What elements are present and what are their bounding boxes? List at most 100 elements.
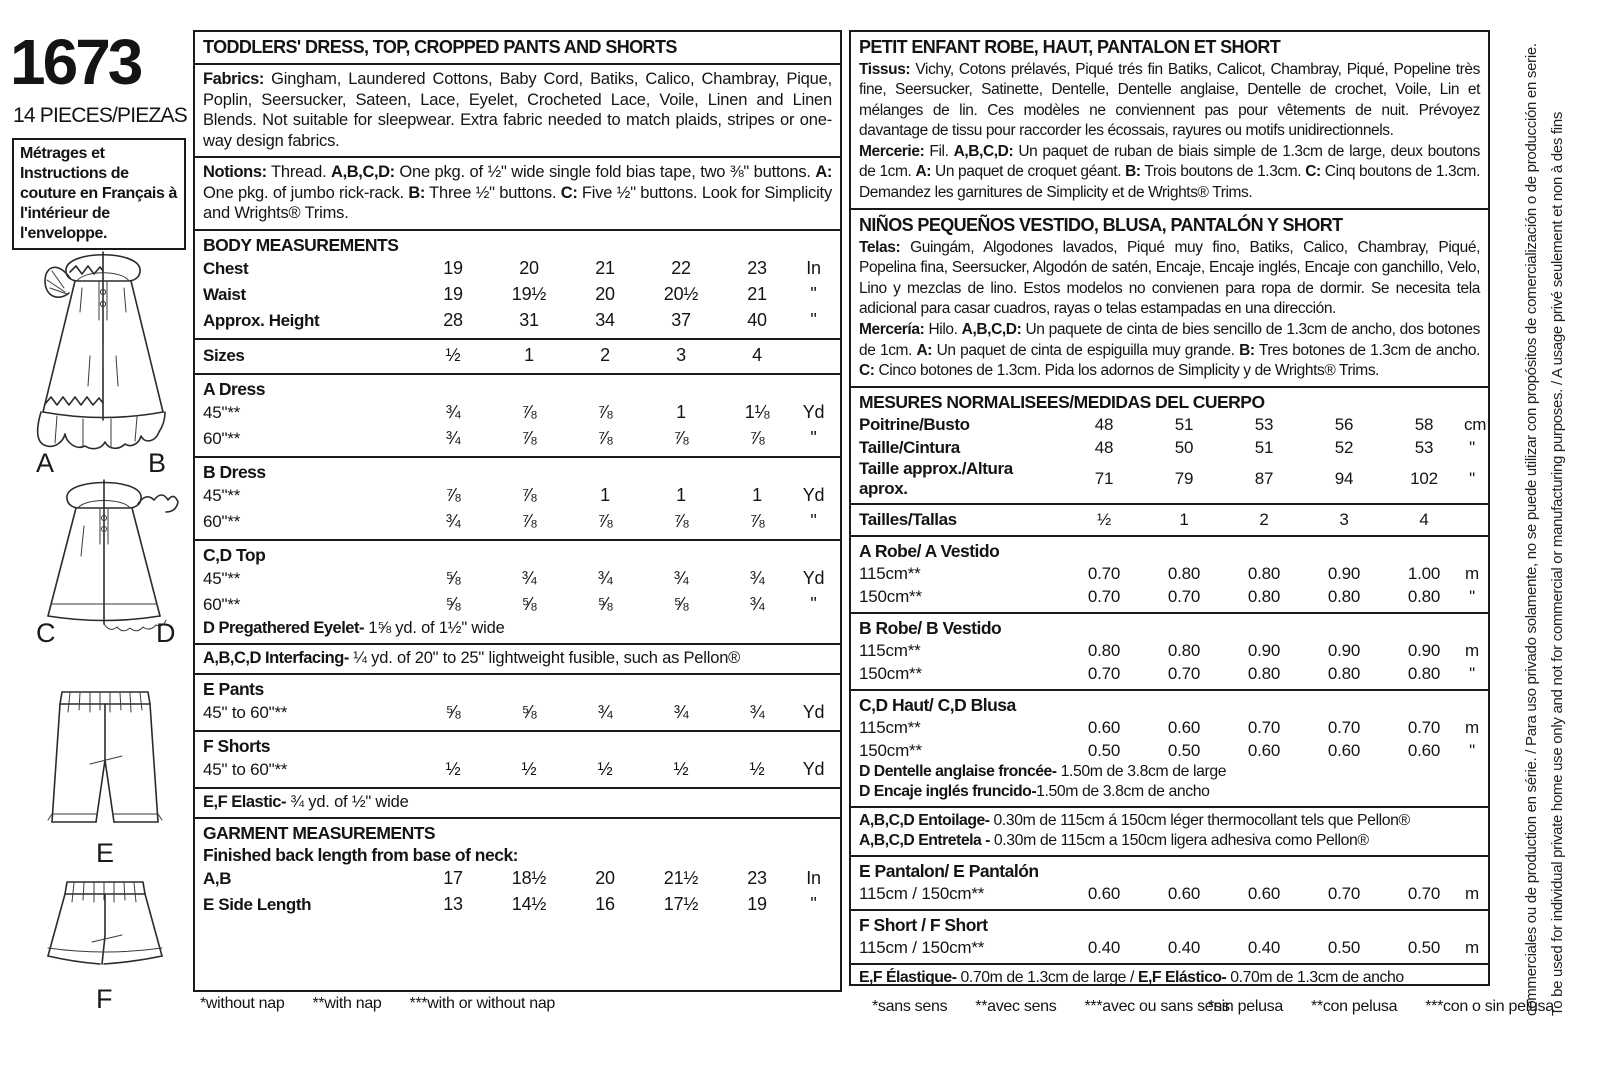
- row-label: Sizes: [203, 345, 245, 365]
- row-value-cell: 52: [1334, 437, 1354, 457]
- row-unit-cell: ": [1469, 740, 1475, 760]
- row-unit-cell: ": [810, 511, 817, 531]
- footnote-without-nap: *without nap: [200, 995, 285, 1012]
- row-value-cell: ⅝: [445, 568, 461, 588]
- table-row: 45" to 60"** ½ ½ ½ ½ ½ Yd: [203, 757, 832, 783]
- entretela-note-es: A,B,C,D Entretela - 0.30m de 115cm a 150…: [859, 832, 1369, 850]
- spanish-description-section: NIÑOS PEQUEÑOS VESTIDO, BLUSA, PANTALÓN …: [851, 210, 1488, 389]
- row-unit-cell: m: [1465, 563, 1479, 583]
- table-row: Waist 19 19½ 20 20½ 21 ": [203, 282, 832, 308]
- row-label: Taille approx./Altura aprox.: [859, 459, 1013, 499]
- row-value-cell: 0.80: [1247, 663, 1281, 683]
- row-value-cell: 0.80: [1247, 586, 1281, 606]
- tailles-table: Tailles/Tallas ½ 1 2 3 4: [859, 508, 1480, 531]
- row-unit-cell: In: [806, 868, 821, 888]
- footnote-with-nap: **with nap: [312, 995, 382, 1012]
- row-value-cell: 50: [1174, 437, 1194, 457]
- row-value-cell: 3: [676, 345, 686, 365]
- row-unit-cell: ": [1469, 663, 1475, 683]
- french-instructions-note: Métrages et Instructions de couture en F…: [12, 138, 186, 250]
- row-value-cell: 0.80: [1407, 586, 1441, 606]
- row-value-cell: ⅞: [597, 428, 613, 448]
- footnote-sin-pelusa: *sin pelusa: [1208, 998, 1283, 1015]
- row-value-cell: 2: [1259, 509, 1269, 529]
- encaje-note-es: D Encaje inglés fruncido-1.50m de 3.8cm …: [859, 783, 1210, 801]
- row-value-cell: 17: [443, 868, 463, 888]
- table-row: 150cm** 0.70 0.70 0.80 0.80 0.80 ": [859, 662, 1480, 685]
- row-value-cell: 0.60: [1327, 740, 1361, 760]
- cd-haut-section: C,D Haut/ C,D Blusa 115cm** 0.60 0.60 0.70 0…: [851, 691, 1488, 809]
- row-value-cell: 19: [747, 894, 767, 914]
- e-pants-table: 45" to 60"** ⅝ ⅝ ¾ ¾ ¾ Yd: [203, 700, 832, 726]
- row-value-cell: 40: [747, 310, 767, 330]
- row-value-cell: ¾: [749, 702, 765, 722]
- row-value-cell: ½: [445, 345, 461, 365]
- row-value-cell: 0.50: [1407, 937, 1441, 957]
- legal-text-line-1: To be used for individual private home u…: [1549, 111, 1566, 1016]
- row-value-cell: 20: [595, 868, 615, 888]
- row-value-cell: ¾: [597, 702, 613, 722]
- row-label: 45"**: [203, 402, 241, 422]
- row-value-cell: ⅝: [445, 702, 461, 722]
- row-value-cell: ¾: [749, 594, 765, 614]
- row-value-cell: 23: [747, 258, 767, 278]
- row-label: 115cm**: [859, 563, 921, 583]
- row-unit-cell: ": [810, 594, 817, 614]
- row-value-cell: 56: [1334, 414, 1354, 434]
- garment-measurements-subheader: Finished back length from base of neck:: [203, 844, 519, 865]
- row-value-cell: 0.70: [1407, 717, 1441, 737]
- french-spanish-panel: PETIT ENFANT ROBE, HAUT, PANTALON ET SHO…: [849, 30, 1490, 986]
- row-value-cell: 51: [1174, 414, 1194, 434]
- row-value-cell: ⅞: [445, 485, 461, 505]
- table-row: 60"** ⅝ ⅝ ⅝ ⅝ ¾ ": [203, 592, 832, 618]
- row-value-cell: 87: [1254, 469, 1274, 489]
- row-unit-cell: ": [810, 894, 817, 914]
- row-value-cell: 17½: [663, 894, 699, 914]
- e-pants-section: E Pants 45" to 60"** ⅝ ⅝ ¾ ¾ ¾ Yd: [195, 675, 840, 732]
- row-value-cell: 14½: [511, 894, 547, 914]
- dress-back-view-drawing: [36, 251, 166, 450]
- row-unit-cell: Yd: [802, 568, 825, 588]
- row-value-cell: 21½: [663, 868, 699, 888]
- row-value-cell: 0.90: [1327, 640, 1361, 660]
- row-value-cell: ⅝: [673, 594, 689, 614]
- row-value-cell: 0.70: [1327, 883, 1361, 903]
- row-value-cell: 102: [1410, 469, 1438, 489]
- pregathered-eyelet-note: D Pregathered Eyelet- 1⅝ yd. of 1½" wide: [203, 618, 505, 637]
- row-value-cell: ⅞: [673, 428, 689, 448]
- row-value-cell: 19: [443, 258, 463, 278]
- row-value-cell: 37: [671, 310, 691, 330]
- table-row: 115cm** 0.80 0.80 0.90 0.90 0.90 m: [859, 639, 1480, 662]
- entoilage-section: A,B,C,D Entoilage- 0.30m de 115cm á 150c…: [851, 808, 1488, 858]
- row-value-cell: 0.80: [1167, 563, 1201, 583]
- row-value-cell: ¾: [597, 568, 613, 588]
- row-label: 60"**: [203, 428, 241, 448]
- row-value-cell: 1⅛: [744, 402, 770, 422]
- row-label: Poitrine/Busto: [859, 414, 970, 434]
- row-value-cell: 0.60: [1247, 883, 1281, 903]
- row-value-cell: 48: [1094, 437, 1114, 457]
- elastique-section: E,F Élastique- 0.70m de 1.3cm de large /…: [851, 965, 1488, 984]
- row-value-cell: ⅞: [521, 485, 537, 505]
- garment-measurements-table: A,B 17 18½ 20 21½ 23 In E Side Length 13 14½ 16 17½…: [203, 866, 832, 918]
- row-value-cell: 1: [676, 485, 686, 505]
- b-dress-section: B Dress 45"** ⅞ ⅞ 1 1 1 Yd 60"** ¾ ⅞ ⅞ ⅞ ⅞ ": [195, 458, 840, 541]
- row-value-cell: ⅝: [521, 594, 537, 614]
- row-value-cell: 0.70: [1247, 717, 1281, 737]
- table-row: Sizes ½ 1 2 3 4: [203, 343, 832, 369]
- garment-measurements-header: GARMENT MEASUREMENTS: [203, 822, 436, 843]
- row-value-cell: 0.90: [1407, 640, 1441, 660]
- row-value-cell: 19: [443, 284, 463, 304]
- row-label: 60"**: [203, 594, 241, 614]
- row-value-cell: ¾: [673, 702, 689, 722]
- row-value-cell: ½: [597, 759, 613, 779]
- f-short-section: F Short / F Short 115cm / 150cm** 0.40 0.4…: [851, 911, 1488, 966]
- row-value-cell: 0.70: [1167, 586, 1201, 606]
- table-row: Approx. Height 28 31 34 37 40 ": [203, 308, 832, 334]
- row-value-cell: 4: [1419, 509, 1429, 529]
- row-unit-cell: m: [1465, 883, 1479, 903]
- row-value-cell: 53: [1254, 414, 1274, 434]
- view-b-label: B: [148, 448, 167, 478]
- notions-paragraph: Notions: Thread. A,B,C,D: One pkg. of ½"…: [203, 163, 832, 222]
- row-label: 115cm / 150cm**: [859, 883, 985, 903]
